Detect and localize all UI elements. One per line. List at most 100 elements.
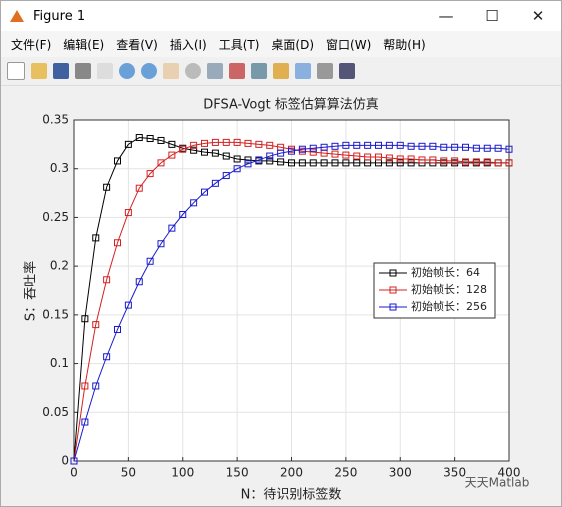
- y-tick-label: 0.05: [42, 405, 69, 419]
- data-point: [462, 158, 469, 166]
- legend-marker: [389, 303, 397, 311]
- data-point: [70, 457, 78, 465]
- data-point: [92, 234, 100, 242]
- data-point: [157, 159, 165, 167]
- x-tick-label: 250: [334, 466, 357, 480]
- close-button[interactable]: ✕: [531, 7, 545, 25]
- data-point: [114, 325, 121, 333]
- axes-box: [73, 119, 510, 462]
- zoom-out-button[interactable]: [141, 63, 157, 79]
- data-point: [505, 145, 513, 153]
- data-point: [157, 136, 165, 144]
- data-point: [309, 144, 317, 152]
- app-icon: [10, 10, 24, 22]
- menu-item[interactable]: 帮助(H): [383, 37, 426, 52]
- save-button[interactable]: [53, 63, 69, 79]
- data-point: [375, 141, 382, 149]
- show-tools-button[interactable]: [339, 63, 355, 79]
- brush-button[interactable]: [229, 63, 245, 79]
- data-point: [135, 184, 143, 192]
- data-point: [483, 158, 491, 166]
- data-point: [429, 142, 437, 150]
- new-button[interactable]: [7, 62, 25, 80]
- y-tick-label: 0.35: [42, 113, 69, 127]
- data-point: [103, 353, 111, 361]
- data-point: [211, 149, 219, 157]
- title-bar: Figure 1 — ☐ ✕: [1, 1, 561, 31]
- maximize-button[interactable]: ☐: [485, 7, 499, 25]
- menu-item[interactable]: 编辑(E): [63, 37, 105, 52]
- menu-item[interactable]: 窗口(W): [326, 37, 372, 52]
- data-point: [277, 149, 285, 157]
- data-point: [135, 278, 143, 286]
- data-point: [81, 382, 89, 390]
- y-tick-label: 0.2: [50, 259, 69, 273]
- data-point: [494, 144, 502, 152]
- chart: DFSA-Vogt 标签估算算法仿真 N：待识别标签数 S：吞吐率 天天Matl…: [23, 97, 530, 503]
- x-tick-label: 100: [171, 466, 194, 480]
- hide-tools-button[interactable]: [317, 63, 333, 79]
- data-point: [298, 145, 306, 153]
- data-point: [320, 143, 328, 151]
- data-point: [114, 157, 121, 165]
- data-point: [201, 148, 208, 156]
- data-point: [309, 148, 317, 156]
- menu-item[interactable]: 插入(I): [169, 37, 207, 52]
- print-button[interactable]: [75, 63, 91, 79]
- pan-button[interactable]: [163, 63, 179, 79]
- data-point: [451, 143, 459, 151]
- legend-button[interactable]: [295, 63, 311, 79]
- pointer-button[interactable]: [97, 63, 113, 79]
- data-point: [201, 188, 208, 196]
- series-line: [73, 137, 509, 462]
- data-point: [146, 257, 154, 265]
- x-tick-label: 50: [121, 466, 136, 480]
- rotate-button[interactable]: [185, 63, 201, 79]
- data-point: [190, 141, 198, 149]
- data-point: [255, 140, 263, 148]
- colorbar-button[interactable]: [273, 63, 289, 79]
- zoom-in-button[interactable]: [119, 63, 135, 79]
- link-button[interactable]: [251, 63, 267, 79]
- menu-item[interactable]: 查看(V): [116, 37, 158, 52]
- open-button[interactable]: [31, 63, 47, 79]
- data-point: [309, 159, 317, 167]
- data-point: [179, 211, 187, 219]
- data-point: [168, 140, 176, 148]
- data-point: [407, 155, 415, 163]
- data-point: [298, 159, 306, 167]
- data-point: [396, 155, 404, 163]
- data-point: [233, 165, 241, 173]
- x-axis-label: N：待识别标签数: [241, 487, 342, 503]
- data-point: [407, 159, 415, 167]
- data-point: [103, 183, 111, 191]
- x-tick-label: 150: [226, 466, 249, 480]
- data-point: [222, 152, 230, 160]
- data-point: [364, 153, 372, 161]
- x-tick-label: 300: [389, 466, 412, 480]
- data-point: [233, 155, 241, 163]
- data-point: [190, 199, 198, 207]
- data-point: [211, 179, 219, 187]
- menu-item[interactable]: 桌面(D): [271, 37, 315, 52]
- data-point: [190, 146, 198, 154]
- data-point: [353, 152, 361, 160]
- menu-bar: 文件(F) 编辑(E) 查看(V) 插入(I) 工具(T) 桌面(D) 窗口(W) 帮助(H): [1, 31, 561, 57]
- menu-item[interactable]: 文件(F): [11, 37, 52, 52]
- data-point: [353, 159, 361, 167]
- datacursor-button[interactable]: [207, 63, 223, 79]
- data-point: [331, 150, 339, 158]
- data-point: [385, 141, 393, 149]
- minimize-button[interactable]: —: [438, 7, 454, 25]
- data-point: [385, 159, 393, 167]
- chart-title: DFSA-Vogt 标签估算算法仿真: [203, 97, 379, 113]
- data-point: [244, 139, 252, 147]
- menu-item[interactable]: 工具(T): [218, 37, 260, 52]
- data-point: [396, 159, 404, 167]
- data-point: [92, 382, 100, 390]
- y-tick-label: 0.1: [50, 356, 69, 370]
- data-point: [429, 156, 437, 164]
- data-point: [396, 141, 404, 149]
- data-point: [124, 209, 132, 217]
- data-point: [342, 151, 350, 159]
